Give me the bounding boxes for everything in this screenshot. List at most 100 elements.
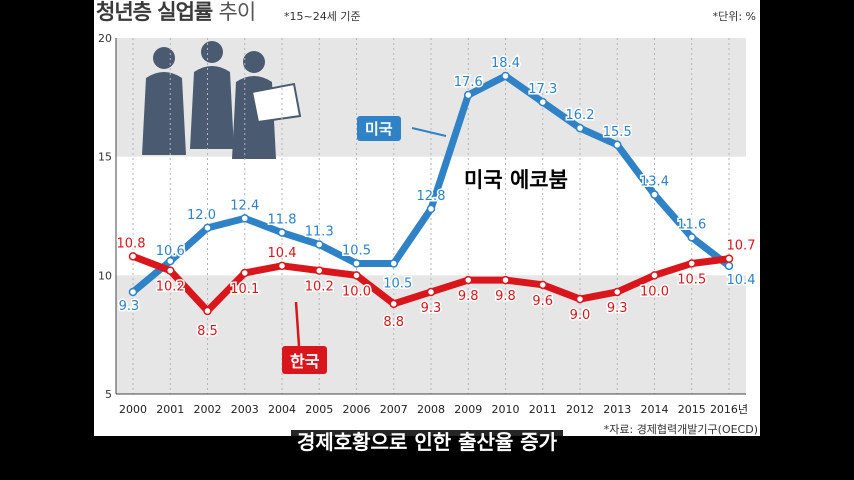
y-tick-label: 15 <box>98 151 112 164</box>
x-tick-label: 2001 <box>156 403 184 416</box>
data-point-kr <box>501 275 510 285</box>
person-head-icon <box>153 47 175 69</box>
data-label-kr: 10.1 <box>230 282 259 297</box>
data-label-us: 18.4 <box>491 56 520 71</box>
data-label-kr: 10.0 <box>640 284 669 299</box>
x-tick-label: 2016년 <box>710 403 748 416</box>
data-label-kr: 10.2 <box>156 280 185 295</box>
data-point-us <box>128 287 138 297</box>
chart-title-thin: 추이 <box>218 0 257 24</box>
data-point-kr <box>128 252 138 261</box>
data-label-us: 11.8 <box>268 213 297 228</box>
data-point-kr <box>166 266 175 275</box>
data-label-kr: 9.8 <box>458 289 479 304</box>
x-tick-label: 2004 <box>268 403 296 416</box>
data-label-us: 12.0 <box>187 208 216 223</box>
data-label-us: 10.5 <box>342 243 371 258</box>
person-head-icon <box>243 51 265 73</box>
data-point-kr <box>650 271 659 280</box>
data-label-kr: 9.3 <box>607 301 628 316</box>
data-label-us: 17.6 <box>454 75 483 90</box>
video-subtitle: 경제호황으로 인한 출산율 증가 <box>0 426 854 455</box>
data-point-kr <box>389 299 398 309</box>
data-point-kr <box>315 266 324 275</box>
data-label-us: 11.3 <box>305 224 334 239</box>
data-point-us <box>315 240 324 249</box>
data-label-us: 12.8 <box>417 189 446 204</box>
data-label-kr: 10.8 <box>117 236 146 251</box>
data-label-us: 12.4 <box>230 198 259 213</box>
x-tick-label: 2003 <box>231 403 259 416</box>
data-label-kr: 9.0 <box>570 308 591 323</box>
data-point-us <box>724 261 734 271</box>
data-point-us <box>277 228 287 237</box>
data-point-us <box>501 71 510 81</box>
data-point-kr <box>687 259 696 268</box>
x-tick-label: 2014 <box>641 403 669 416</box>
series-label-kr: 한국 <box>282 346 328 374</box>
data-label-kr: 8.5 <box>197 324 218 339</box>
x-tick-label: 2009 <box>454 403 482 416</box>
data-point-kr <box>724 254 734 263</box>
echo-boom-annotation: 미국 에코붐 <box>464 168 568 192</box>
person-head-icon <box>201 41 223 63</box>
data-point-kr <box>240 268 249 278</box>
data-point-us <box>426 204 436 214</box>
data-label-us: 10.5 <box>383 276 412 291</box>
x-tick-label: 2010 <box>492 403 520 416</box>
data-label-us: 11.6 <box>677 217 706 232</box>
data-label-kr: 9.6 <box>532 294 553 309</box>
x-tick-label: 2006 <box>343 403 371 416</box>
data-point-kr <box>352 271 361 280</box>
data-label-kr: 10.2 <box>305 280 334 295</box>
data-point-us <box>389 259 398 268</box>
data-label-us: 13.4 <box>640 175 669 190</box>
y-tick-label: 20 <box>98 32 112 45</box>
data-label-us: 16.2 <box>566 108 595 123</box>
data-label-kr: 9.8 <box>495 289 516 304</box>
data-label-us: 15.5 <box>603 125 632 140</box>
data-point-kr <box>538 280 547 290</box>
chart-subtitle: *15~24세 기준 <box>284 10 361 23</box>
x-tick-label: 2007 <box>380 403 408 416</box>
video-subtitle-text: 경제호황으로 인한 출산율 증가 <box>290 430 564 454</box>
x-tick-label: 2011 <box>529 403 557 416</box>
person-body-icon <box>142 72 186 155</box>
data-label-us: 10.6 <box>156 244 185 259</box>
unit-label: *단위: % <box>712 10 756 23</box>
data-point-kr <box>203 306 212 316</box>
x-tick-label: 2015 <box>678 403 706 416</box>
series-label-us: 미국 <box>357 116 401 141</box>
y-tick-label: 5 <box>105 388 112 401</box>
x-tick-label: 2013 <box>603 403 631 416</box>
person-body-icon <box>190 66 234 149</box>
data-point-kr <box>575 294 585 304</box>
data-point-us <box>352 259 361 268</box>
chart-frame: 5 10 15 20 2000 2001 2002 2003 2004 2005 2006 2007 2… <box>94 0 760 436</box>
kr-leader-line <box>294 301 301 347</box>
data-point-kr <box>613 287 622 297</box>
data-point-kr <box>277 261 287 271</box>
data-label-us: 17.3 <box>528 82 557 97</box>
x-tick-label: 2012 <box>566 403 594 416</box>
x-tick-label: 2008 <box>417 403 445 416</box>
data-point-us <box>575 123 585 133</box>
document-icon <box>250 82 302 124</box>
x-tick-label: 2002 <box>194 403 222 416</box>
data-label-us: 10.4 <box>727 273 756 288</box>
data-point-kr <box>426 287 436 297</box>
us-leader-line <box>411 127 447 137</box>
data-point-us <box>464 90 473 100</box>
chart-title: 청년층 실업률 추이 <box>96 0 257 26</box>
data-point-us <box>166 256 175 266</box>
data-label-kr: 10.5 <box>677 272 706 287</box>
chart-area: 5 10 15 20 2000 2001 2002 2003 2004 2005 2006 2007 2… <box>98 32 757 416</box>
data-point-us <box>538 97 547 107</box>
data-label-kr: 10.0 <box>342 284 371 299</box>
chart-title-main: 청년층 실업률 <box>96 0 213 24</box>
data-point-us <box>687 233 696 242</box>
data-point-us <box>240 214 249 223</box>
data-point-us <box>650 190 659 199</box>
data-label-us: 9.3 <box>119 299 140 314</box>
data-point-us <box>203 223 212 233</box>
